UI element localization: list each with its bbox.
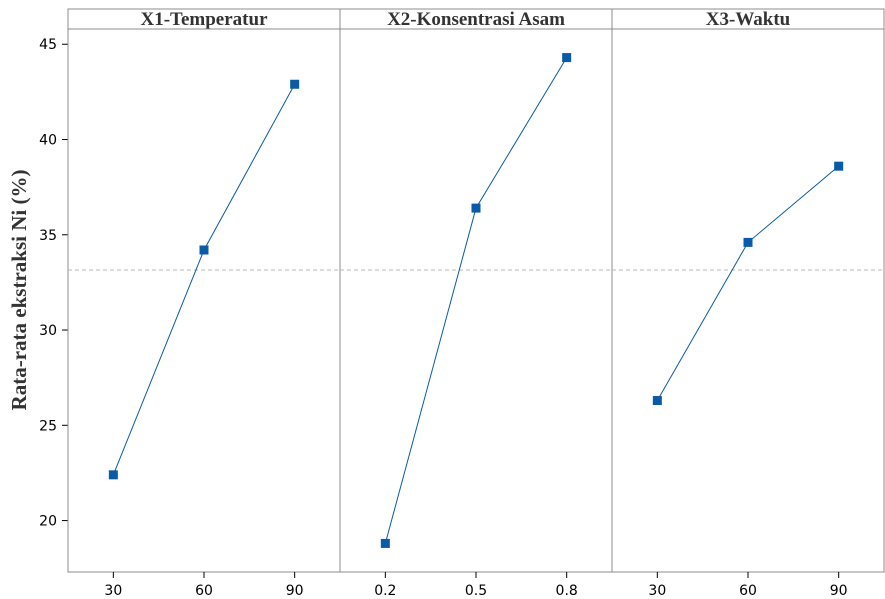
data-point <box>652 396 662 406</box>
y-tick-label: 40 <box>39 133 57 149</box>
x-tick-label: 60 <box>739 583 757 599</box>
data-point <box>380 538 390 548</box>
y-axis-label: Rata-rata ekstraksi Ni (%) <box>7 170 31 411</box>
y-tick-label: 45 <box>39 37 57 53</box>
x-tick-label: 0.5 <box>465 583 487 599</box>
panel-title: X3-Waktu <box>706 9 791 30</box>
y-axis: 20 25 30 35 40 45 <box>39 37 68 530</box>
data-point <box>108 470 118 480</box>
panel-frame <box>67 28 341 573</box>
x-tick-label: 30 <box>104 583 122 599</box>
x-tick-label: 30 <box>648 583 666 599</box>
y-tick-label: 20 <box>39 514 57 530</box>
panel-2: X2-Konsentrasi Asam 0.2 0.5 0.8 <box>339 8 613 599</box>
x-tick-label: 0.8 <box>556 583 578 599</box>
panel-frame <box>339 28 613 573</box>
x-tick-label: 0.2 <box>374 583 396 599</box>
y-tick-label: 25 <box>39 418 57 434</box>
y-tick-label: 35 <box>39 228 57 244</box>
data-point <box>834 161 844 171</box>
panel-3: X3-Waktu 30 60 90 <box>611 8 885 599</box>
data-point <box>562 53 572 63</box>
series-line <box>112 84 296 476</box>
data-point <box>743 237 753 247</box>
data-point <box>471 203 481 213</box>
panel-1: X1-Temperatur 30 60 90 <box>67 8 341 599</box>
x-tick-label: 90 <box>830 583 848 599</box>
series-line <box>656 165 839 401</box>
data-point <box>199 245 209 255</box>
x-tick-label: 90 <box>286 583 304 599</box>
panel-frame <box>611 28 885 573</box>
panel-title: X1-Temperatur <box>141 9 269 30</box>
y-tick-label: 30 <box>39 323 57 339</box>
data-point <box>290 79 300 89</box>
panel-title: X2-Konsentrasi Asam <box>387 9 565 30</box>
series-line <box>384 57 568 544</box>
x-tick-label: 60 <box>195 583 213 599</box>
panels: X1-Temperatur 30 60 90 X2-Konsentrasi Asam 0.… <box>67 8 885 599</box>
